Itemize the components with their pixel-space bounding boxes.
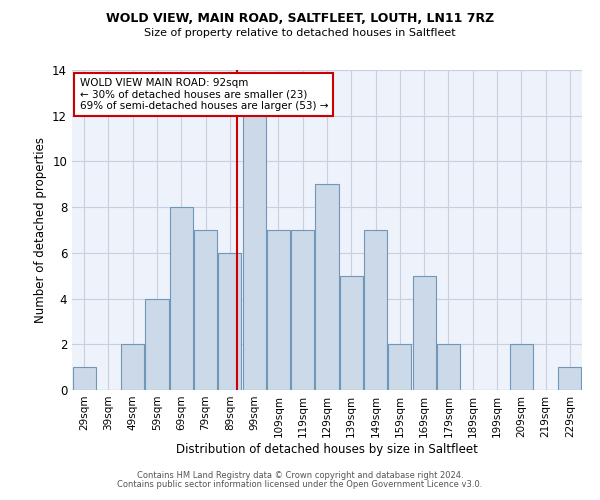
Y-axis label: Number of detached properties: Number of detached properties bbox=[34, 137, 47, 323]
Bar bbox=[316, 184, 338, 390]
Bar bbox=[242, 116, 266, 390]
Bar bbox=[121, 344, 144, 390]
Bar bbox=[340, 276, 363, 390]
Bar bbox=[218, 253, 241, 390]
Bar bbox=[267, 230, 290, 390]
Bar bbox=[364, 230, 387, 390]
Bar bbox=[510, 344, 533, 390]
Bar bbox=[413, 276, 436, 390]
Text: WOLD VIEW, MAIN ROAD, SALTFLEET, LOUTH, LN11 7RZ: WOLD VIEW, MAIN ROAD, SALTFLEET, LOUTH, … bbox=[106, 12, 494, 26]
Text: Size of property relative to detached houses in Saltfleet: Size of property relative to detached ho… bbox=[144, 28, 456, 38]
Bar bbox=[194, 230, 217, 390]
Bar bbox=[437, 344, 460, 390]
Bar bbox=[145, 298, 169, 390]
Text: Contains HM Land Registry data © Crown copyright and database right 2024.: Contains HM Land Registry data © Crown c… bbox=[137, 471, 463, 480]
Text: WOLD VIEW MAIN ROAD: 92sqm
← 30% of detached houses are smaller (23)
69% of semi: WOLD VIEW MAIN ROAD: 92sqm ← 30% of deta… bbox=[80, 78, 328, 111]
Bar bbox=[73, 367, 95, 390]
Bar bbox=[170, 207, 193, 390]
Bar bbox=[291, 230, 314, 390]
Bar bbox=[559, 367, 581, 390]
Bar bbox=[388, 344, 412, 390]
X-axis label: Distribution of detached houses by size in Saltfleet: Distribution of detached houses by size … bbox=[176, 442, 478, 456]
Text: Contains public sector information licensed under the Open Government Licence v3: Contains public sector information licen… bbox=[118, 480, 482, 489]
